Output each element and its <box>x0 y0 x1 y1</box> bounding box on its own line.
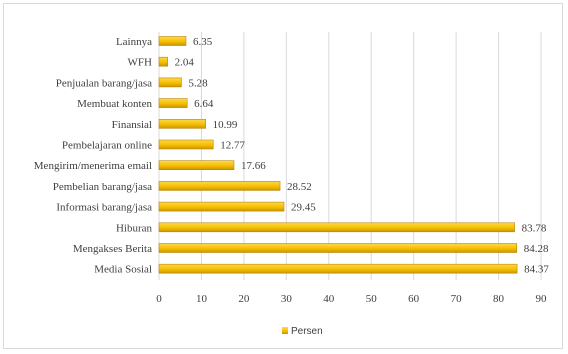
bar <box>158 77 182 88</box>
category-labels: Lainnya WFH Penjualan barang/jasa Membuat k… <box>34 36 153 276</box>
bar <box>158 201 285 212</box>
bar <box>158 181 281 191</box>
value-label: 29.45 <box>291 202 316 214</box>
x-tick-label: 0 <box>156 293 162 305</box>
bar <box>158 56 168 67</box>
bars <box>158 36 518 274</box>
category-label: Media Sosial <box>94 264 152 276</box>
legend-swatch <box>282 327 288 334</box>
category-label: Informasi barang/jasa <box>56 202 152 214</box>
category-label: Pembelian barang/jasa <box>53 181 152 193</box>
value-label: 2.04 <box>175 57 195 69</box>
gridlines <box>158 32 542 280</box>
value-label: 84.37 <box>524 264 549 276</box>
bar <box>158 222 515 233</box>
category-label: Mengirim/menerima email <box>34 160 152 172</box>
x-tick-label: 60 <box>408 293 420 305</box>
value-label: 6.35 <box>193 36 213 48</box>
bar <box>158 36 187 46</box>
value-label: 83.78 <box>522 222 547 234</box>
x-tick-label: 70 <box>451 293 463 305</box>
x-tick-label: 90 <box>536 293 548 305</box>
x-tick-label: 80 <box>493 293 505 305</box>
bar <box>158 119 206 129</box>
category-label: Membuat konten <box>77 98 152 110</box>
value-label: 5.28 <box>188 77 208 89</box>
bar <box>158 160 235 170</box>
category-label: Hiburan <box>116 222 153 234</box>
value-label: 17.66 <box>241 160 266 172</box>
legend-label: Persen <box>291 326 323 337</box>
x-tick-label: 10 <box>196 293 208 305</box>
category-label: Lainnya <box>116 36 152 48</box>
value-label: 10.99 <box>213 119 238 131</box>
value-label: 6.64 <box>194 98 214 110</box>
value-label: 28.52 <box>287 181 312 193</box>
category-label: Mengakses Berita <box>73 243 152 255</box>
category-label: Finansial <box>112 119 152 131</box>
x-tick-label: 30 <box>281 293 293 305</box>
bar <box>158 263 518 274</box>
value-label: 12.77 <box>220 140 245 152</box>
category-label: Penjualan barang/jasa <box>56 77 152 89</box>
value-labels: 6.35 2.04 5.28 6.64 10.99 12.77 17.66 28.52 29.4… <box>175 36 550 276</box>
x-tick-labels: 0 10 20 30 40 50 60 70 80 90 <box>156 293 547 305</box>
x-tick-label: 20 <box>238 293 250 305</box>
category-label: WFH <box>128 57 153 69</box>
x-tick-label: 50 <box>366 293 378 305</box>
category-label: Pembelajaran online <box>62 140 152 152</box>
value-label: 84.28 <box>524 243 549 255</box>
bar <box>158 98 188 108</box>
bar <box>158 139 214 150</box>
legend: Persen <box>282 326 323 337</box>
bar <box>158 243 518 253</box>
chart-frame <box>3 3 563 349</box>
x-tick-label: 40 <box>323 293 335 305</box>
